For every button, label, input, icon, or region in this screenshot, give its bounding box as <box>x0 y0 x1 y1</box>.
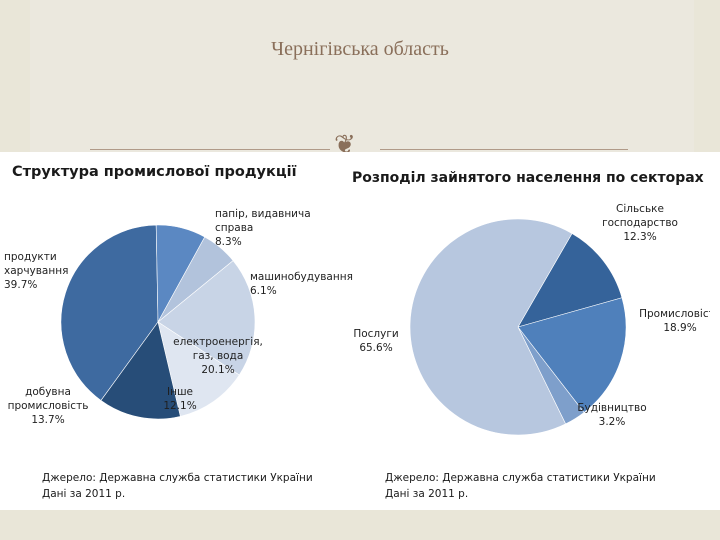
chart-2-source: Джерело: Державна служба статистики Укра… <box>385 470 656 502</box>
chart-1-slice-3 <box>157 260 256 376</box>
chart-2-slice-label-0: Сільське господарство 12.3% <box>602 203 678 243</box>
chart-1-slice-label-1: папір, видавнича справа 8.3% <box>215 208 311 248</box>
chart-2-slice-label-3: Послуги 65.6% <box>353 328 398 354</box>
charts-panel: Структура промислової продукції Розподіл… <box>0 152 720 510</box>
ornament-icon: ❦ <box>334 130 356 160</box>
chart-1-source-line: Джерело: Державна служба статистики Укра… <box>42 472 313 484</box>
chart-2-slice-label-2: Будівництво 3.2% <box>577 402 646 428</box>
divider-line-left <box>90 149 330 150</box>
chart-1-slice-label-0: продукти харчування 39.7% <box>4 251 68 291</box>
slide-footer-band <box>0 510 720 540</box>
chart-1-source: Джерело: Державна служба статистики Укра… <box>42 470 313 502</box>
slide-header-area <box>30 0 694 160</box>
slide-title: Чернігівська область <box>271 38 449 60</box>
chart-2-slice-3 <box>409 218 573 436</box>
chart-1-title: Структура промислової продукції <box>12 164 297 180</box>
chart-2-slice-label-1: Промисловість18.9% <box>639 308 710 334</box>
divider-line-right <box>380 149 628 150</box>
chart-1-slice-5 <box>100 321 181 420</box>
chart-2-title: Розподіл зайнятого населення по секторах <box>352 170 704 186</box>
chart-1-slice-label-5: добувна промисловість 13.7% <box>8 386 89 426</box>
chart-2-slice-0 <box>517 233 623 328</box>
chart-2-source-line: Джерело: Державна служба статистики Укра… <box>385 472 656 484</box>
chart-1-slice-label-3: електроенергія, газ, вода 20.1% <box>173 336 263 376</box>
chart-1-slice-0 <box>60 224 159 401</box>
chart-2-source-date: Дані за 2011 р. <box>385 488 469 500</box>
chart-1-slice-4 <box>157 321 240 417</box>
chart-1-slice-label-4: Інше 12.1% <box>163 386 196 412</box>
chart-1-source-date: Дані за 2011 р. <box>42 488 126 500</box>
chart-1-pie: продукти харчування 39.7% папір, видавнича с… <box>4 208 353 426</box>
chart-2-slice-1 <box>517 297 627 413</box>
chart-1-slice-label-2: машинобудування 6.1% <box>250 271 353 297</box>
